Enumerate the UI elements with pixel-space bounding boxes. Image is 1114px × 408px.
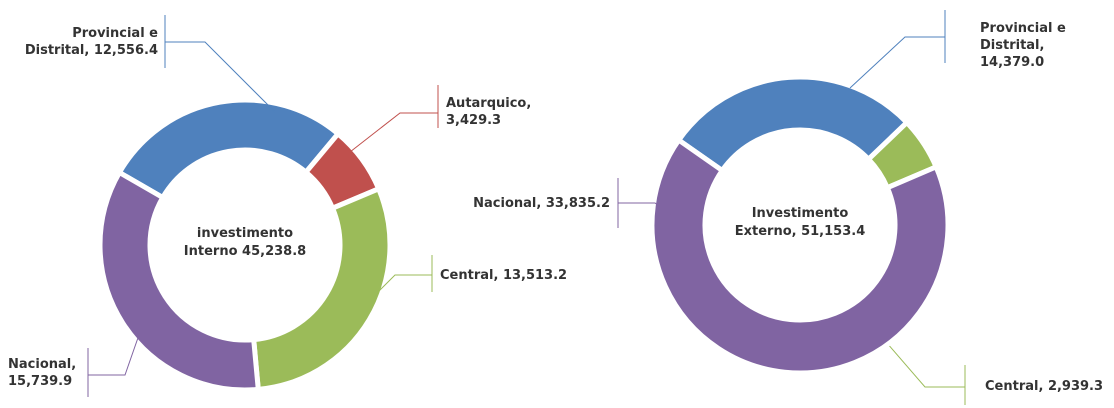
label-text: 33,835.2 bbox=[545, 196, 610, 211]
label-text: Nacional, bbox=[8, 357, 77, 372]
leader-line bbox=[879, 334, 965, 388]
leader-line bbox=[369, 274, 432, 301]
label-text: 13,513.2 bbox=[502, 268, 568, 283]
data-label: Provincial e Distrital, 14,379.0 bbox=[980, 20, 1110, 71]
data-label: Central, 13,513.2 bbox=[440, 267, 640, 284]
label-text: Autarquico, bbox=[446, 96, 532, 111]
data-label: Nacional, 15,739.9 bbox=[8, 356, 83, 390]
leader-line bbox=[349, 112, 438, 153]
data-label: Central, 2,939.3 bbox=[985, 378, 1114, 395]
label-text: 12,556.4 bbox=[93, 43, 158, 58]
label-text: Central, bbox=[440, 268, 499, 283]
label-text: Nacional, bbox=[473, 196, 542, 211]
leader-line bbox=[165, 41, 276, 113]
label-text: 15,739.9 bbox=[8, 374, 73, 389]
label-text: 2,939.3 bbox=[1047, 379, 1104, 394]
label-text: 3,429.3 bbox=[446, 113, 502, 128]
data-label: Autarquico, 3,429.3 bbox=[446, 95, 556, 129]
data-label: Nacional, 33,835.2 bbox=[410, 195, 610, 212]
label-text: Provincial e Distrital, bbox=[24, 26, 158, 58]
leader-line bbox=[618, 202, 686, 226]
label-text: Provincial e Distrital, bbox=[980, 21, 1066, 53]
center-label: Investimento Externo, 51,153.4 bbox=[725, 205, 875, 241]
center-label: investimento Interno 45,238.8 bbox=[175, 225, 315, 261]
data-label: Provincial e Distrital, 12,556.4 bbox=[8, 25, 158, 59]
donut-slice bbox=[250, 185, 393, 393]
donut-slice bbox=[97, 169, 261, 393]
label-text: 14,379.0 bbox=[980, 55, 1045, 70]
leader-line bbox=[88, 331, 141, 376]
donut-slice bbox=[649, 136, 951, 376]
donut-slice bbox=[675, 74, 911, 174]
label-text: Investimento Externo, 51,153.4 bbox=[734, 206, 866, 239]
label-text: Central, bbox=[985, 379, 1044, 394]
label-text: investimento Interno 45,238.8 bbox=[183, 226, 307, 259]
leader-line bbox=[849, 36, 945, 89]
donut-slice bbox=[116, 97, 342, 201]
